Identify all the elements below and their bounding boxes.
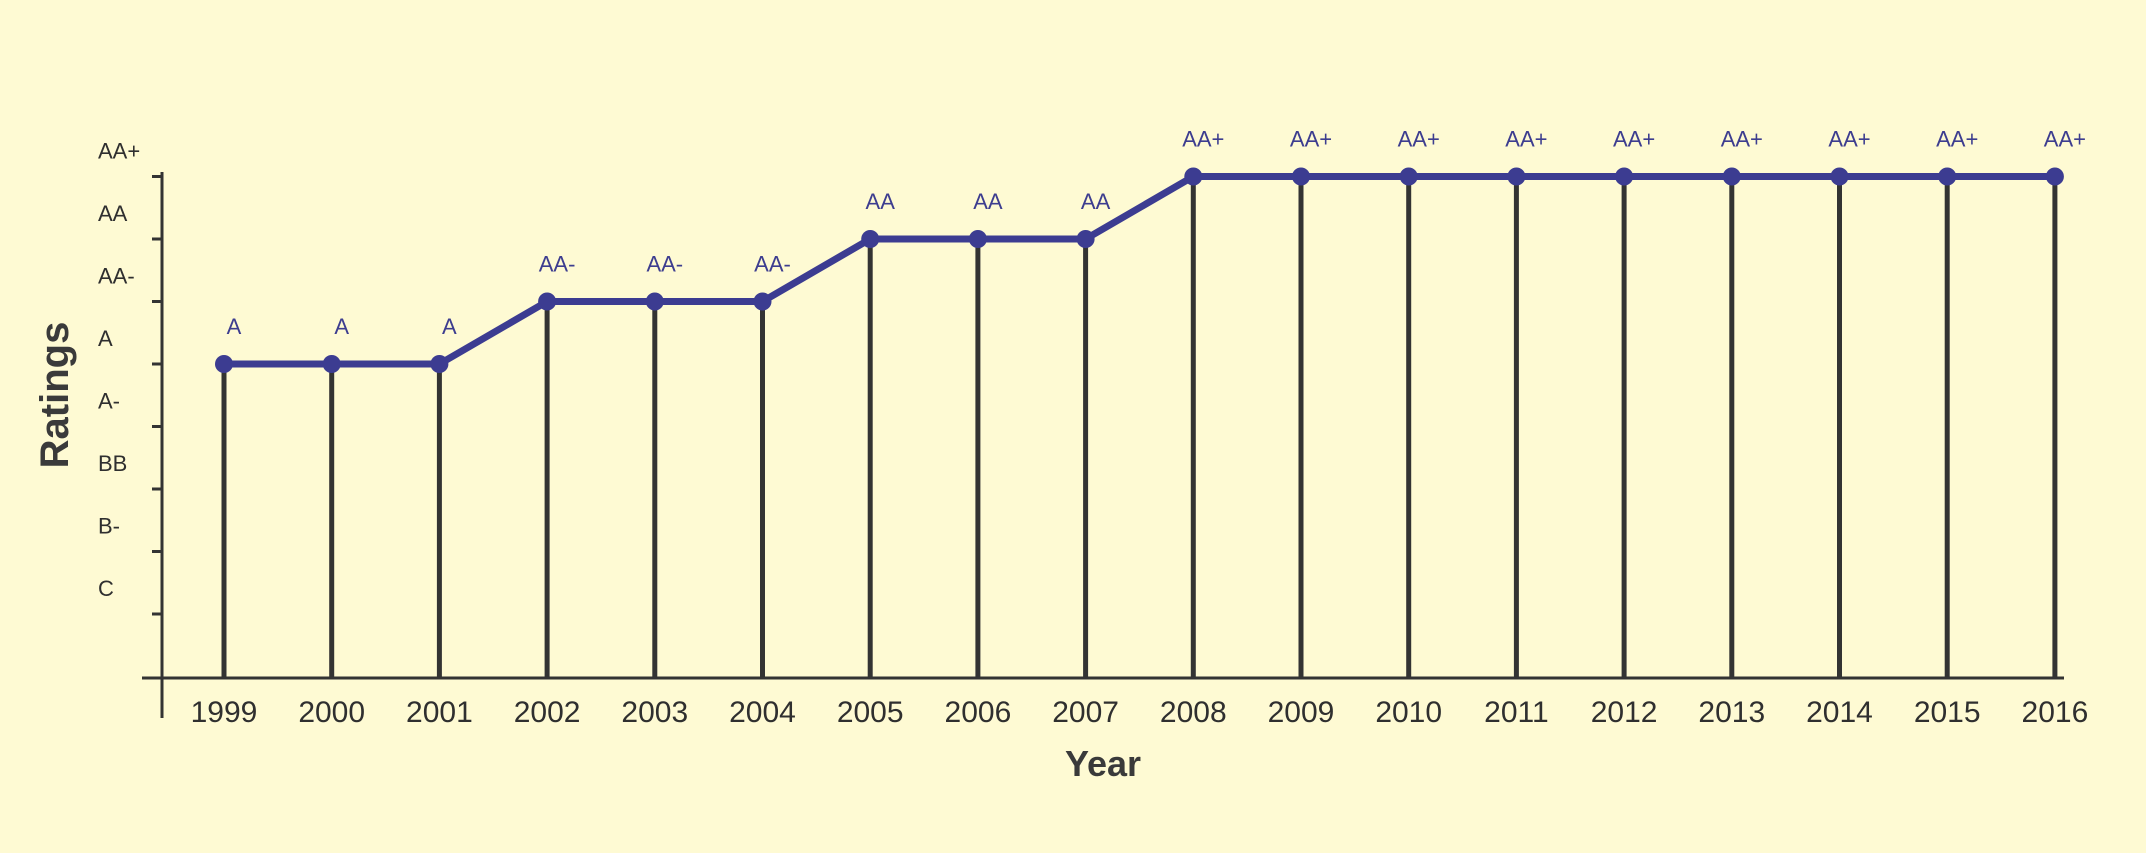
x-tick-label: 2011 bbox=[1484, 696, 1549, 729]
x-tick-label: 2000 bbox=[298, 696, 365, 729]
y-tick-label: BB bbox=[98, 451, 127, 476]
data-point bbox=[1615, 167, 1634, 186]
data-point bbox=[968, 230, 987, 248]
data-label: AA+ bbox=[1936, 127, 1978, 152]
y-tick-label: AA- bbox=[98, 264, 135, 289]
data-label: AA+ bbox=[1828, 127, 1870, 152]
data-label: AA+ bbox=[1613, 127, 1655, 152]
data-point bbox=[215, 355, 233, 373]
data-point bbox=[1830, 167, 1849, 186]
x-ticks-layer: 1999 2000 2001 2002 2003 2004 2005 2006 2007 2008… bbox=[191, 696, 2089, 729]
y-tick-label: AA bbox=[98, 201, 128, 226]
data-point bbox=[645, 292, 664, 311]
data-point bbox=[1399, 167, 1418, 186]
y-tick-label: C bbox=[98, 576, 114, 601]
series-line bbox=[224, 173, 2055, 368]
data-label: AA- bbox=[754, 252, 791, 277]
data-point bbox=[1507, 167, 1526, 186]
x-tick-label: 2008 bbox=[1160, 696, 1227, 729]
series-line-layer bbox=[224, 173, 2055, 368]
data-label: AA bbox=[866, 189, 896, 214]
y-ticks-layer: C B- BB A- A AA- AA AA+ bbox=[98, 139, 162, 616]
points-layer bbox=[215, 167, 2064, 373]
x-tick-label: 1999 bbox=[191, 696, 258, 729]
data-label: A bbox=[334, 314, 349, 339]
data-point bbox=[2045, 167, 2064, 186]
x-tick-label: 2010 bbox=[1375, 696, 1442, 729]
x-tick-label: 2004 bbox=[729, 696, 796, 729]
y-axis-label: Ratings bbox=[33, 322, 77, 469]
data-label: AA+ bbox=[2044, 127, 2086, 152]
data-label: AA- bbox=[646, 252, 683, 277]
data-point bbox=[430, 355, 449, 373]
x-tick-label: 2007 bbox=[1052, 696, 1119, 729]
x-tick-label: 2003 bbox=[621, 696, 688, 729]
axes-layer bbox=[142, 172, 2064, 718]
data-point bbox=[1938, 167, 1957, 186]
x-axis-label: Year bbox=[1065, 743, 1141, 784]
data-label: AA bbox=[973, 189, 1003, 214]
x-tick-label: 2014 bbox=[1806, 696, 1873, 729]
data-point bbox=[1076, 230, 1095, 248]
data-point bbox=[861, 230, 880, 248]
data-point bbox=[1184, 167, 1203, 186]
data-label: AA- bbox=[539, 252, 576, 277]
data-label: AA+ bbox=[1182, 127, 1224, 152]
x-tick-label: 2009 bbox=[1268, 696, 1335, 729]
x-tick-label: 2015 bbox=[1914, 696, 1981, 729]
y-tick-label: A- bbox=[98, 389, 120, 414]
data-point bbox=[322, 355, 341, 373]
data-label: AA bbox=[1081, 189, 1111, 214]
data-point bbox=[1292, 167, 1310, 186]
y-tick-label: B- bbox=[98, 514, 120, 539]
x-tick-label: 2006 bbox=[945, 696, 1012, 729]
data-point bbox=[1722, 167, 1741, 186]
x-tick-label: 2005 bbox=[837, 696, 904, 729]
data-point bbox=[538, 292, 557, 311]
y-tick-label: A bbox=[98, 326, 113, 351]
x-tick-label: 2001 bbox=[406, 696, 473, 729]
data-label: AA+ bbox=[1398, 127, 1440, 152]
x-tick-label: 2002 bbox=[514, 696, 581, 729]
y-tick-label: AA+ bbox=[98, 139, 140, 164]
x-tick-label: 2016 bbox=[2022, 696, 2089, 729]
stems-layer bbox=[221, 176, 2058, 678]
data-point bbox=[753, 292, 772, 311]
data-label: AA+ bbox=[1505, 127, 1547, 152]
x-tick-label: 2012 bbox=[1591, 696, 1658, 729]
data-label: A bbox=[227, 314, 242, 339]
data-label: AA+ bbox=[1290, 127, 1332, 152]
data-label: AA+ bbox=[1721, 127, 1763, 152]
data-label: A bbox=[442, 314, 457, 339]
x-tick-label: 2013 bbox=[1698, 696, 1765, 729]
